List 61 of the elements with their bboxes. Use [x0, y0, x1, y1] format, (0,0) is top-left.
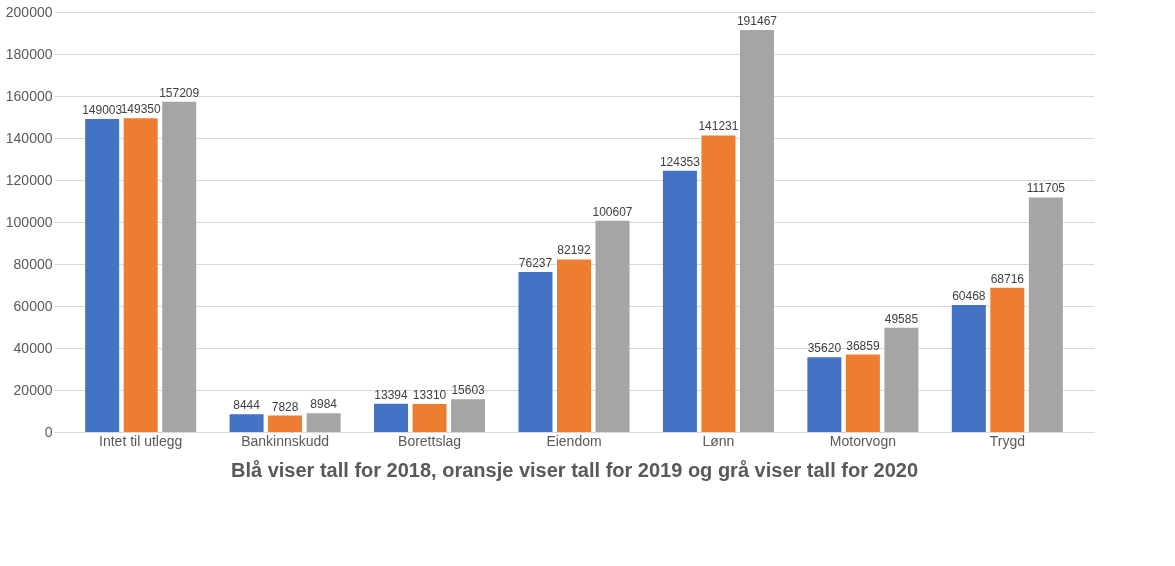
bar [1028, 197, 1063, 432]
x-tick-label: Bankinnskudd [241, 432, 330, 449]
y-tick-label: 40000 [13, 339, 53, 356]
bar [662, 170, 697, 432]
data-label: 15603 [451, 383, 486, 398]
bar [807, 357, 842, 432]
data-label: 124353 [659, 154, 701, 169]
y-tick-label: 20000 [13, 381, 53, 398]
data-label: 60468 [952, 289, 986, 304]
data-label: 149003 [82, 103, 123, 118]
data-label: 68716 [990, 271, 1025, 286]
y-tick-label: 100000 [5, 213, 53, 230]
bar [268, 415, 303, 432]
x-tick-label: Lønn [702, 432, 735, 449]
bar [85, 119, 120, 432]
data-label: 157209 [159, 85, 200, 100]
x-axis-title: Blå viser tall for 2018, oransje viser tall for 2019 og grå viser tall for 2020 [230, 458, 919, 481]
data-label: 111705 [1026, 181, 1066, 196]
bar [374, 403, 409, 432]
data-label: 141231 [698, 119, 739, 134]
x-tick-label: Intet til utlegg [99, 432, 183, 449]
data-label: 149350 [120, 102, 162, 117]
x-tick-label: Borettslag [398, 432, 462, 449]
x-tick-label: Trygd [989, 432, 1025, 449]
bar [739, 29, 774, 432]
data-label: 76237 [518, 255, 553, 270]
y-tick-label: 60000 [13, 297, 53, 314]
bar [557, 259, 591, 432]
y-tick-label: 140000 [5, 129, 53, 146]
bar [229, 414, 264, 432]
bar [518, 271, 553, 432]
y-tick-label: 200000 [5, 3, 53, 20]
y-tick-label: 0 [44, 423, 53, 440]
bar [595, 220, 630, 432]
bar [162, 101, 197, 432]
y-tick-label: 160000 [5, 87, 53, 104]
bar [990, 287, 1025, 432]
y-tick-label: 80000 [13, 255, 53, 272]
data-label: 82192 [557, 243, 592, 258]
bar [845, 354, 880, 432]
data-label: 8444 [233, 398, 261, 413]
x-tick-label: Eiendom [546, 432, 602, 449]
bar [451, 399, 486, 432]
data-label: 7828 [271, 399, 299, 414]
bar [123, 118, 158, 432]
data-label: 35620 [807, 341, 842, 356]
bar [701, 135, 736, 432]
y-tick-label: 180000 [5, 45, 53, 62]
bar [884, 327, 919, 432]
data-label: 49585 [884, 311, 919, 326]
data-label: 36859 [846, 338, 880, 353]
bar [306, 413, 341, 432]
data-label: 8984 [310, 397, 338, 412]
x-tick-label: Motorvogn [829, 432, 896, 449]
data-label: 13394 [374, 387, 409, 402]
bar [412, 404, 447, 432]
data-label: 100607 [592, 204, 633, 219]
data-label: 191467 [736, 13, 778, 28]
data-label: 13310 [412, 388, 447, 403]
bar [951, 305, 986, 432]
y-tick-label: 120000 [5, 171, 53, 188]
